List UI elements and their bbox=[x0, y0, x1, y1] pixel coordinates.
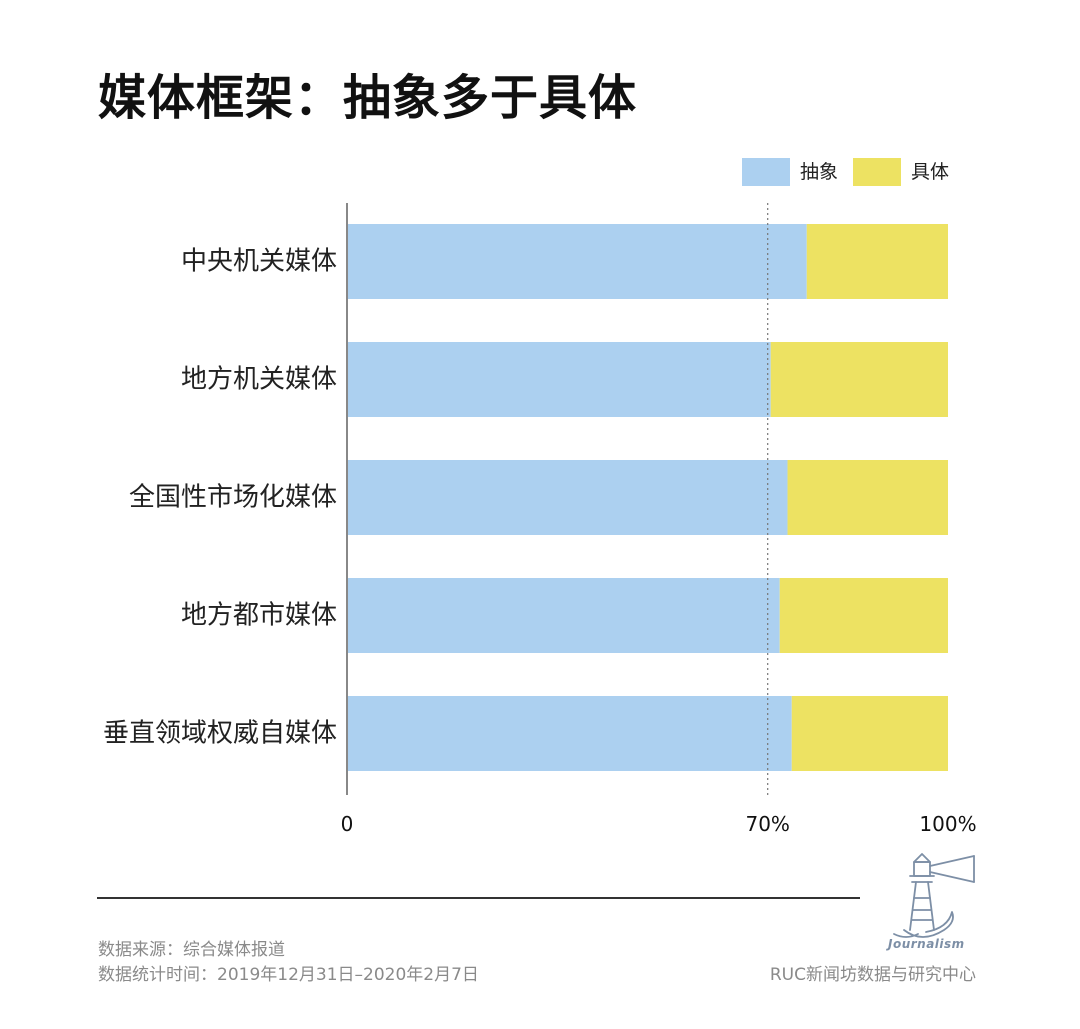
category-label: 垂直领域权威自媒体 bbox=[103, 719, 337, 749]
category-label: 地方都市媒体 bbox=[181, 601, 337, 631]
organization-name: RUC新闻坊数据与研究中心 bbox=[769, 965, 976, 985]
bar-segment-concrete bbox=[806, 224, 948, 299]
data-source: 数据来源：综合媒体报道 bbox=[98, 940, 285, 960]
category-label: 地方机关媒体 bbox=[181, 365, 337, 395]
lighthouse-logo-icon bbox=[893, 853, 975, 938]
legend-swatch-abstract bbox=[742, 158, 790, 186]
bar-segment-concrete bbox=[787, 460, 948, 535]
category-label: 中央机关媒体 bbox=[181, 247, 337, 277]
bar-segment-concrete bbox=[770, 342, 948, 417]
bar-segment-abstract bbox=[347, 460, 788, 535]
tick-labels: 0 70% 100% bbox=[341, 812, 977, 836]
x-tick-label: 0 bbox=[341, 812, 354, 836]
x-tick-label: 100% bbox=[919, 812, 976, 836]
bars bbox=[347, 224, 948, 771]
x-tick-label: 70% bbox=[745, 812, 789, 836]
chart-title: 媒体框架：抽象多于具体 bbox=[98, 70, 638, 126]
legend-label: 抽象 bbox=[800, 161, 838, 183]
bar-segment-abstract bbox=[347, 342, 771, 417]
bar-segment-abstract bbox=[347, 224, 807, 299]
bar-segment-abstract bbox=[347, 578, 780, 653]
footer-divider bbox=[97, 897, 860, 899]
logo-wordmark: Journalism bbox=[888, 937, 965, 951]
legend-label: 具体 bbox=[911, 161, 949, 183]
bar-segment-concrete bbox=[791, 696, 948, 771]
bar-segment-concrete bbox=[779, 578, 948, 653]
bar-segment-abstract bbox=[347, 696, 792, 771]
legend-swatch-concrete bbox=[853, 158, 901, 186]
category-label: 全国性市场化媒体 bbox=[129, 483, 337, 513]
data-period: 数据统计时间：2019年12月31日–2020年2月7日 bbox=[98, 965, 479, 985]
legend: 抽象 具体 bbox=[742, 158, 949, 186]
